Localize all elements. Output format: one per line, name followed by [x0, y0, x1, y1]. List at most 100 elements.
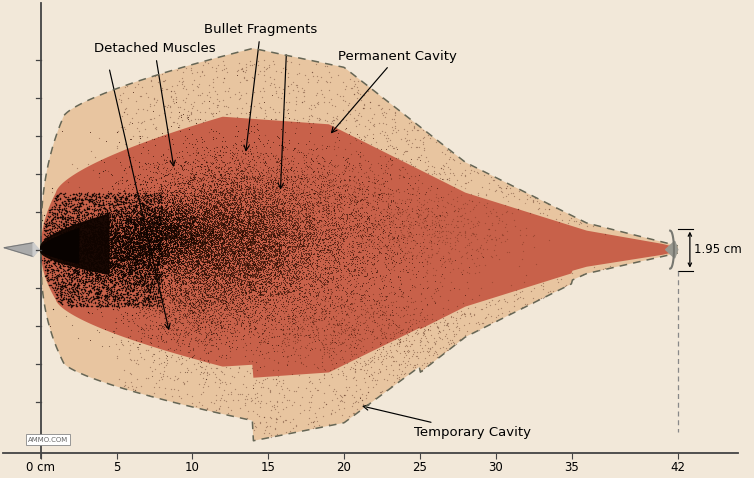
Point: [329, 250, 341, 258]
Point: [136, 261, 149, 269]
Point: [80, 270, 92, 277]
Point: [155, 235, 167, 242]
Point: [192, 189, 204, 197]
Point: [151, 227, 163, 234]
Point: [90, 260, 102, 267]
Point: [120, 238, 132, 246]
Point: [142, 94, 154, 101]
Point: [328, 219, 340, 227]
Point: [277, 210, 289, 218]
Point: [176, 199, 188, 207]
Point: [454, 315, 466, 322]
Point: [55, 286, 67, 293]
Point: [228, 294, 241, 302]
Point: [327, 120, 339, 127]
Point: [159, 217, 171, 225]
Point: [146, 226, 158, 233]
Point: [377, 206, 389, 213]
Point: [216, 242, 228, 250]
Point: [253, 261, 265, 269]
Point: [246, 190, 258, 198]
Point: [192, 279, 204, 286]
Point: [149, 225, 161, 233]
Point: [280, 191, 292, 199]
Point: [214, 318, 226, 326]
Point: [289, 294, 301, 302]
Point: [108, 327, 120, 335]
Point: [368, 225, 380, 232]
Point: [363, 212, 375, 219]
Point: [421, 277, 433, 285]
Point: [221, 252, 233, 260]
Point: [57, 213, 69, 221]
Point: [362, 388, 374, 396]
Point: [137, 265, 149, 273]
Point: [392, 242, 404, 250]
Point: [165, 194, 177, 201]
Point: [287, 234, 299, 242]
Point: [170, 168, 182, 175]
Point: [55, 225, 67, 233]
Point: [176, 241, 188, 249]
Point: [204, 291, 216, 299]
Point: [296, 252, 308, 260]
Point: [210, 302, 222, 309]
Point: [216, 256, 228, 264]
Point: [222, 231, 234, 239]
Point: [148, 181, 160, 189]
Point: [132, 244, 144, 251]
Point: [234, 270, 246, 278]
Point: [358, 228, 370, 235]
Point: [438, 258, 450, 266]
Point: [94, 240, 106, 248]
Point: [124, 216, 136, 224]
Point: [372, 257, 385, 264]
Point: [206, 110, 218, 118]
Point: [370, 240, 382, 248]
Point: [227, 230, 239, 238]
Point: [352, 268, 364, 276]
Point: [344, 340, 356, 348]
Point: [133, 233, 145, 241]
Point: [109, 250, 121, 257]
Point: [186, 230, 198, 238]
Point: [117, 205, 129, 213]
Point: [119, 243, 131, 250]
Point: [144, 305, 156, 313]
Point: [217, 174, 229, 182]
Point: [197, 220, 209, 228]
Point: [297, 293, 309, 301]
Point: [182, 377, 194, 384]
Point: [189, 227, 201, 235]
Point: [121, 209, 133, 217]
Point: [297, 318, 309, 326]
Point: [103, 292, 115, 300]
Point: [287, 344, 299, 352]
Point: [211, 196, 223, 204]
Point: [179, 215, 192, 223]
Point: [213, 249, 225, 257]
Point: [392, 328, 404, 336]
Point: [242, 147, 254, 154]
Point: [288, 144, 300, 152]
Point: [327, 251, 339, 259]
Point: [290, 252, 302, 260]
Point: [312, 336, 324, 343]
Point: [317, 345, 329, 353]
Point: [180, 222, 192, 229]
Point: [347, 222, 359, 230]
Point: [199, 340, 211, 348]
Point: [234, 174, 246, 182]
Point: [168, 237, 180, 244]
Point: [54, 229, 66, 237]
Point: [155, 190, 167, 197]
Point: [279, 218, 291, 226]
Point: [88, 286, 100, 293]
Point: [109, 203, 121, 211]
Point: [227, 221, 239, 228]
Point: [217, 296, 229, 304]
Point: [118, 200, 130, 207]
Point: [102, 246, 114, 254]
Point: [396, 329, 408, 337]
Point: [90, 231, 103, 239]
